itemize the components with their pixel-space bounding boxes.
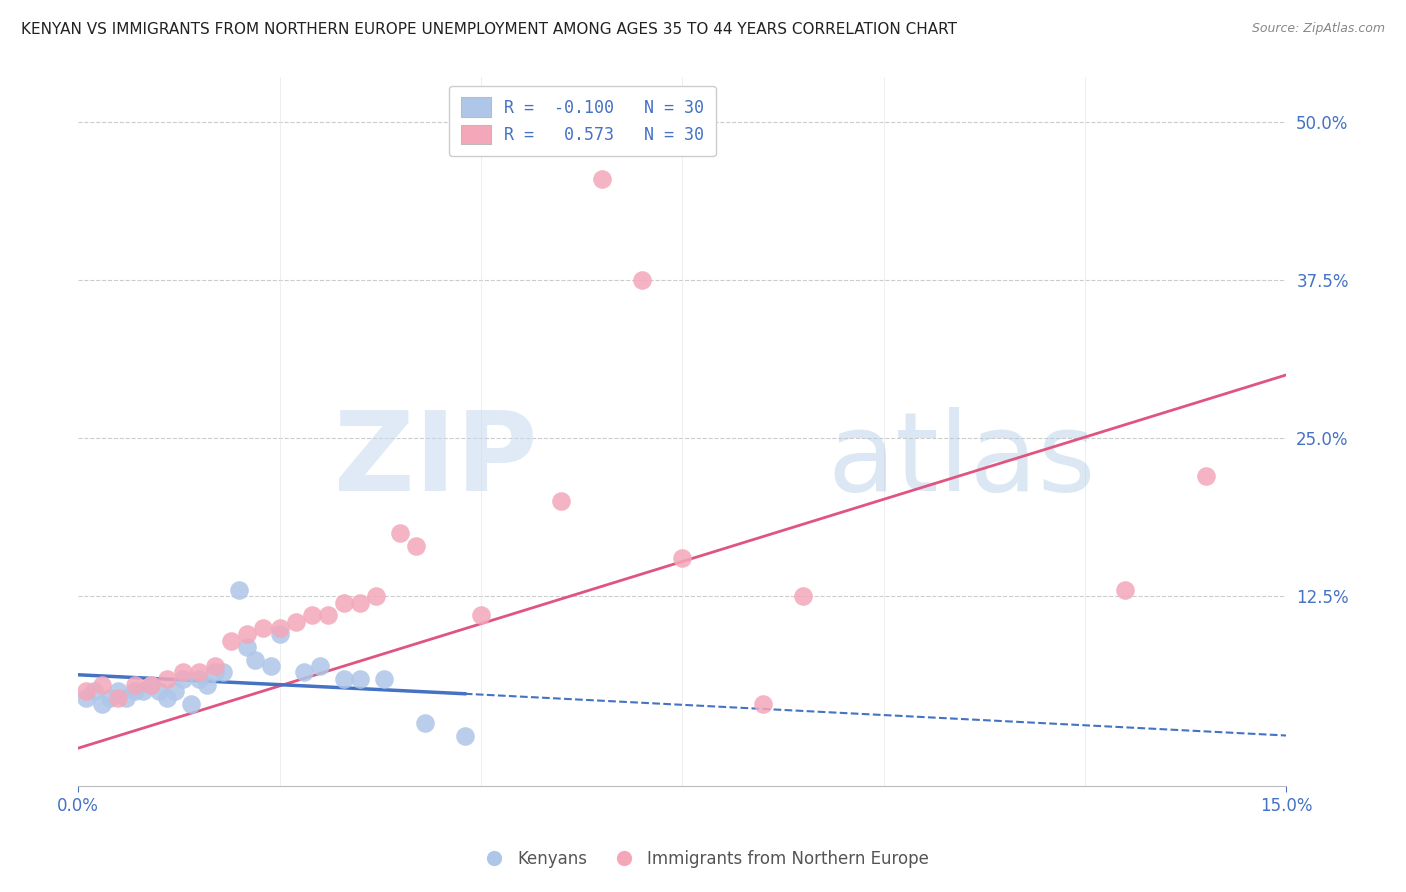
Text: KENYAN VS IMMIGRANTS FROM NORTHERN EUROPE UNEMPLOYMENT AMONG AGES 35 TO 44 YEARS: KENYAN VS IMMIGRANTS FROM NORTHERN EUROP… <box>21 22 957 37</box>
Point <box>107 690 129 705</box>
Point <box>204 665 226 680</box>
Point <box>75 690 97 705</box>
Point <box>188 672 211 686</box>
Point <box>301 608 323 623</box>
Point <box>115 690 138 705</box>
Point <box>219 633 242 648</box>
Point <box>172 672 194 686</box>
Point <box>591 171 613 186</box>
Point <box>107 684 129 698</box>
Legend: R =  -0.100   N = 30, R =   0.573   N = 30: R = -0.100 N = 30, R = 0.573 N = 30 <box>449 86 716 156</box>
Point <box>366 590 388 604</box>
Point <box>792 590 814 604</box>
Point <box>752 697 775 711</box>
Point <box>139 678 162 692</box>
Point <box>333 596 356 610</box>
Point <box>269 627 291 641</box>
Point <box>671 551 693 566</box>
Text: Source: ZipAtlas.com: Source: ZipAtlas.com <box>1251 22 1385 36</box>
Point <box>405 539 427 553</box>
Point <box>349 596 371 610</box>
Point <box>245 652 267 666</box>
Point <box>349 672 371 686</box>
Point <box>98 690 121 705</box>
Point <box>139 678 162 692</box>
Point <box>83 684 105 698</box>
Text: ZIP: ZIP <box>333 407 537 514</box>
Point <box>124 684 146 698</box>
Point <box>91 697 114 711</box>
Point <box>1195 469 1218 483</box>
Point <box>292 665 315 680</box>
Point <box>236 640 259 654</box>
Point <box>631 273 654 287</box>
Point <box>1114 582 1136 597</box>
Point <box>124 678 146 692</box>
Point <box>389 526 412 541</box>
Point <box>284 615 307 629</box>
Point <box>260 659 283 673</box>
Point <box>75 684 97 698</box>
Point <box>188 665 211 680</box>
Point <box>91 678 114 692</box>
Point <box>172 665 194 680</box>
Point <box>252 621 274 635</box>
Text: atlas: atlas <box>827 407 1095 514</box>
Point <box>308 659 330 673</box>
Point <box>163 684 186 698</box>
Point <box>413 715 436 730</box>
Point <box>131 684 153 698</box>
Point <box>156 690 179 705</box>
Point <box>373 672 395 686</box>
Point <box>204 659 226 673</box>
Point <box>333 672 356 686</box>
Point <box>148 684 170 698</box>
Point <box>228 582 250 597</box>
Point <box>454 729 477 743</box>
Point <box>316 608 339 623</box>
Legend: Kenyans, Immigrants from Northern Europe: Kenyans, Immigrants from Northern Europe <box>471 844 935 875</box>
Point <box>269 621 291 635</box>
Point <box>212 665 235 680</box>
Point <box>180 697 202 711</box>
Point <box>470 608 492 623</box>
Point <box>156 672 179 686</box>
Point <box>550 494 572 508</box>
Point <box>236 627 259 641</box>
Point <box>195 678 218 692</box>
